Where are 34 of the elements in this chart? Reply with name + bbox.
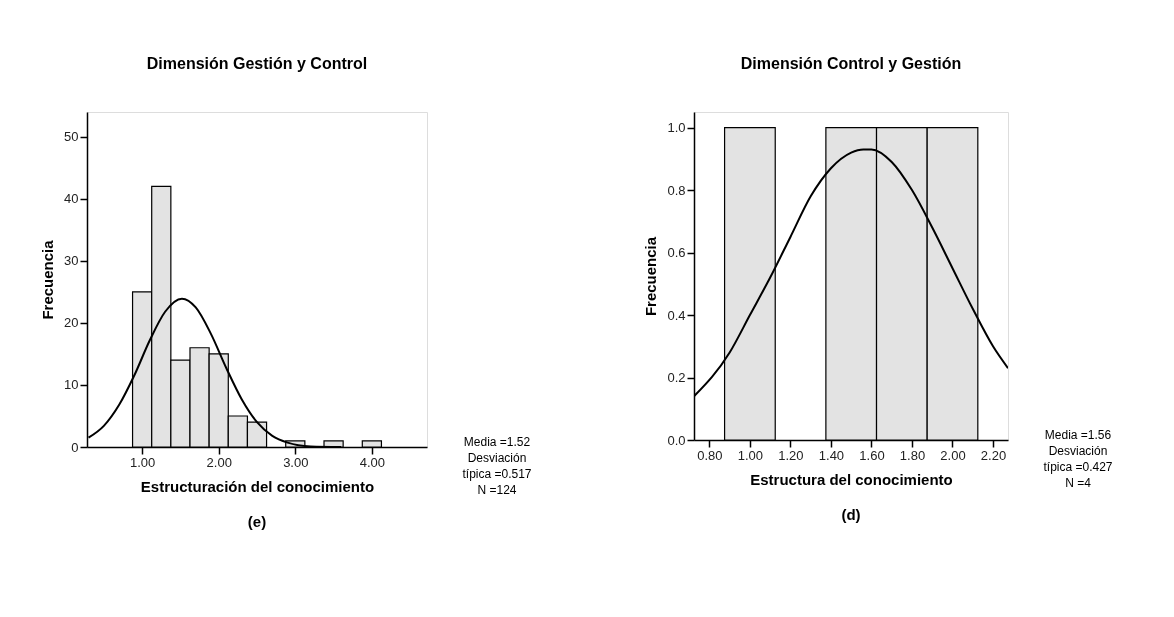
x-tick-label: 2.00: [206, 454, 232, 470]
text: (e): [247, 513, 267, 530]
y-tick-label: 0.8: [667, 182, 686, 198]
x-tick-label: 2.20: [980, 447, 1007, 463]
text: Media =1.56 Desviación típica =0.427 N =4: [1043, 428, 1113, 490]
y-axis-title: Frecuencia: [39, 239, 57, 320]
y-tick-label: 0.2: [667, 370, 686, 386]
y-tick-label: 0.4: [667, 307, 686, 323]
x-tick-label: 2.00: [940, 447, 966, 463]
x-tick-label: 0.80: [697, 447, 723, 463]
text: (d): [841, 506, 861, 523]
y-tick-label: 10: [64, 377, 79, 393]
x-tick-label: 1.00: [129, 454, 156, 470]
y-tick-label: 20: [64, 315, 79, 331]
chart-title: Dimensión Control y Gestión: [740, 55, 962, 72]
y-tick-label: 0.6: [667, 245, 686, 261]
x-tick-label: 1.80: [899, 447, 926, 463]
y-tick-label: 0.0: [667, 432, 686, 448]
y-tick-label: 40: [64, 191, 79, 207]
x-axis-title: Estructura del conocimiento: [750, 470, 953, 488]
chart-title: Dimensión Gestión y Control: [146, 55, 368, 72]
x-axis-title: Estructuración del conocimiento: [140, 477, 375, 495]
text: Media =1.52 Desviación típica =0.517 N =124: [462, 435, 532, 497]
x-tick-label: 4.00: [359, 454, 386, 470]
x-tick-label: 1.60: [859, 447, 885, 463]
y-tick-label: 1.0: [667, 120, 686, 136]
y-axis-title: Frecuencia: [642, 236, 660, 317]
y-tick-label: 0: [71, 439, 79, 455]
x-tick-label: 1.40: [818, 447, 845, 463]
y-tick-label: 50: [64, 129, 79, 145]
x-tick-label: 1.00: [737, 447, 764, 463]
x-tick-label: 1.20: [778, 447, 804, 463]
y-tick-label: 30: [64, 253, 79, 269]
x-tick-label: 3.00: [283, 454, 309, 470]
